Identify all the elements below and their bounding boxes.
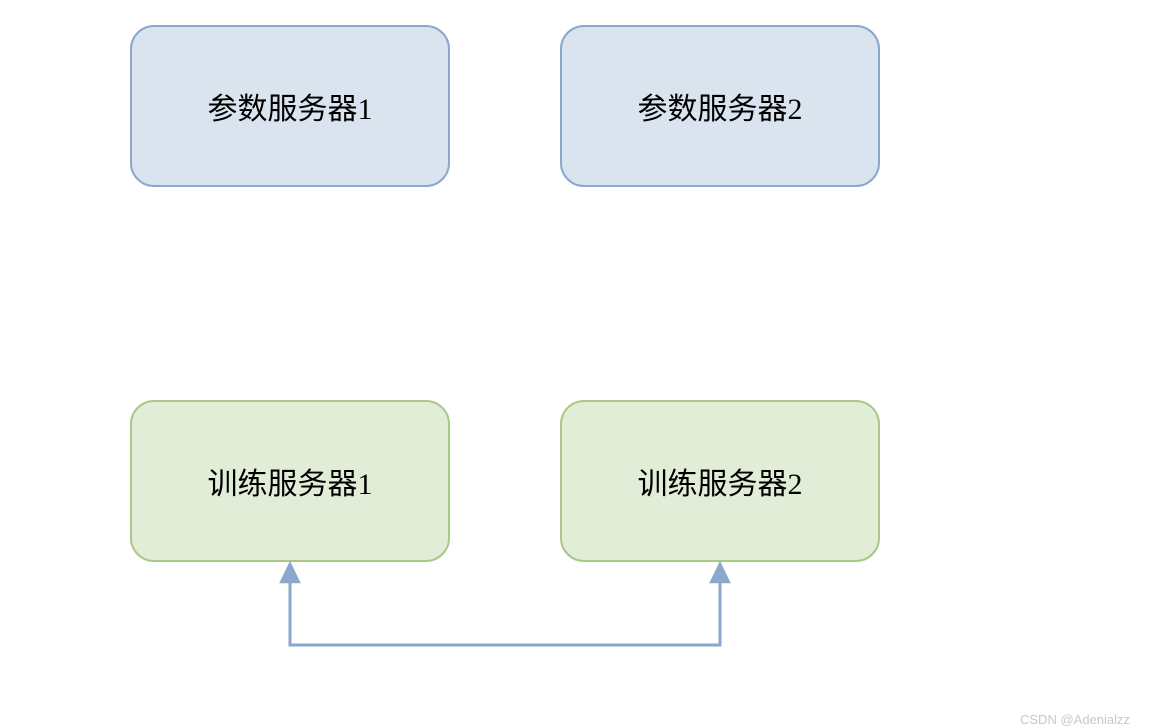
param-server-1-label: 参数服务器1 — [208, 84, 373, 128]
param-server-2-label: 参数服务器2 — [638, 84, 803, 128]
param-server-1-node: 参数服务器1 — [130, 25, 450, 187]
train-server-2-node: 训练服务器2 — [560, 400, 880, 562]
watermark-text: CSDN @Adenialzz — [1020, 712, 1130, 727]
param-server-2-node: 参数服务器2 — [560, 25, 880, 187]
train-server-2-label: 训练服务器2 — [638, 459, 803, 503]
train-server-1-label: 训练服务器1 — [208, 459, 373, 503]
train-server-1-node: 训练服务器1 — [130, 400, 450, 562]
